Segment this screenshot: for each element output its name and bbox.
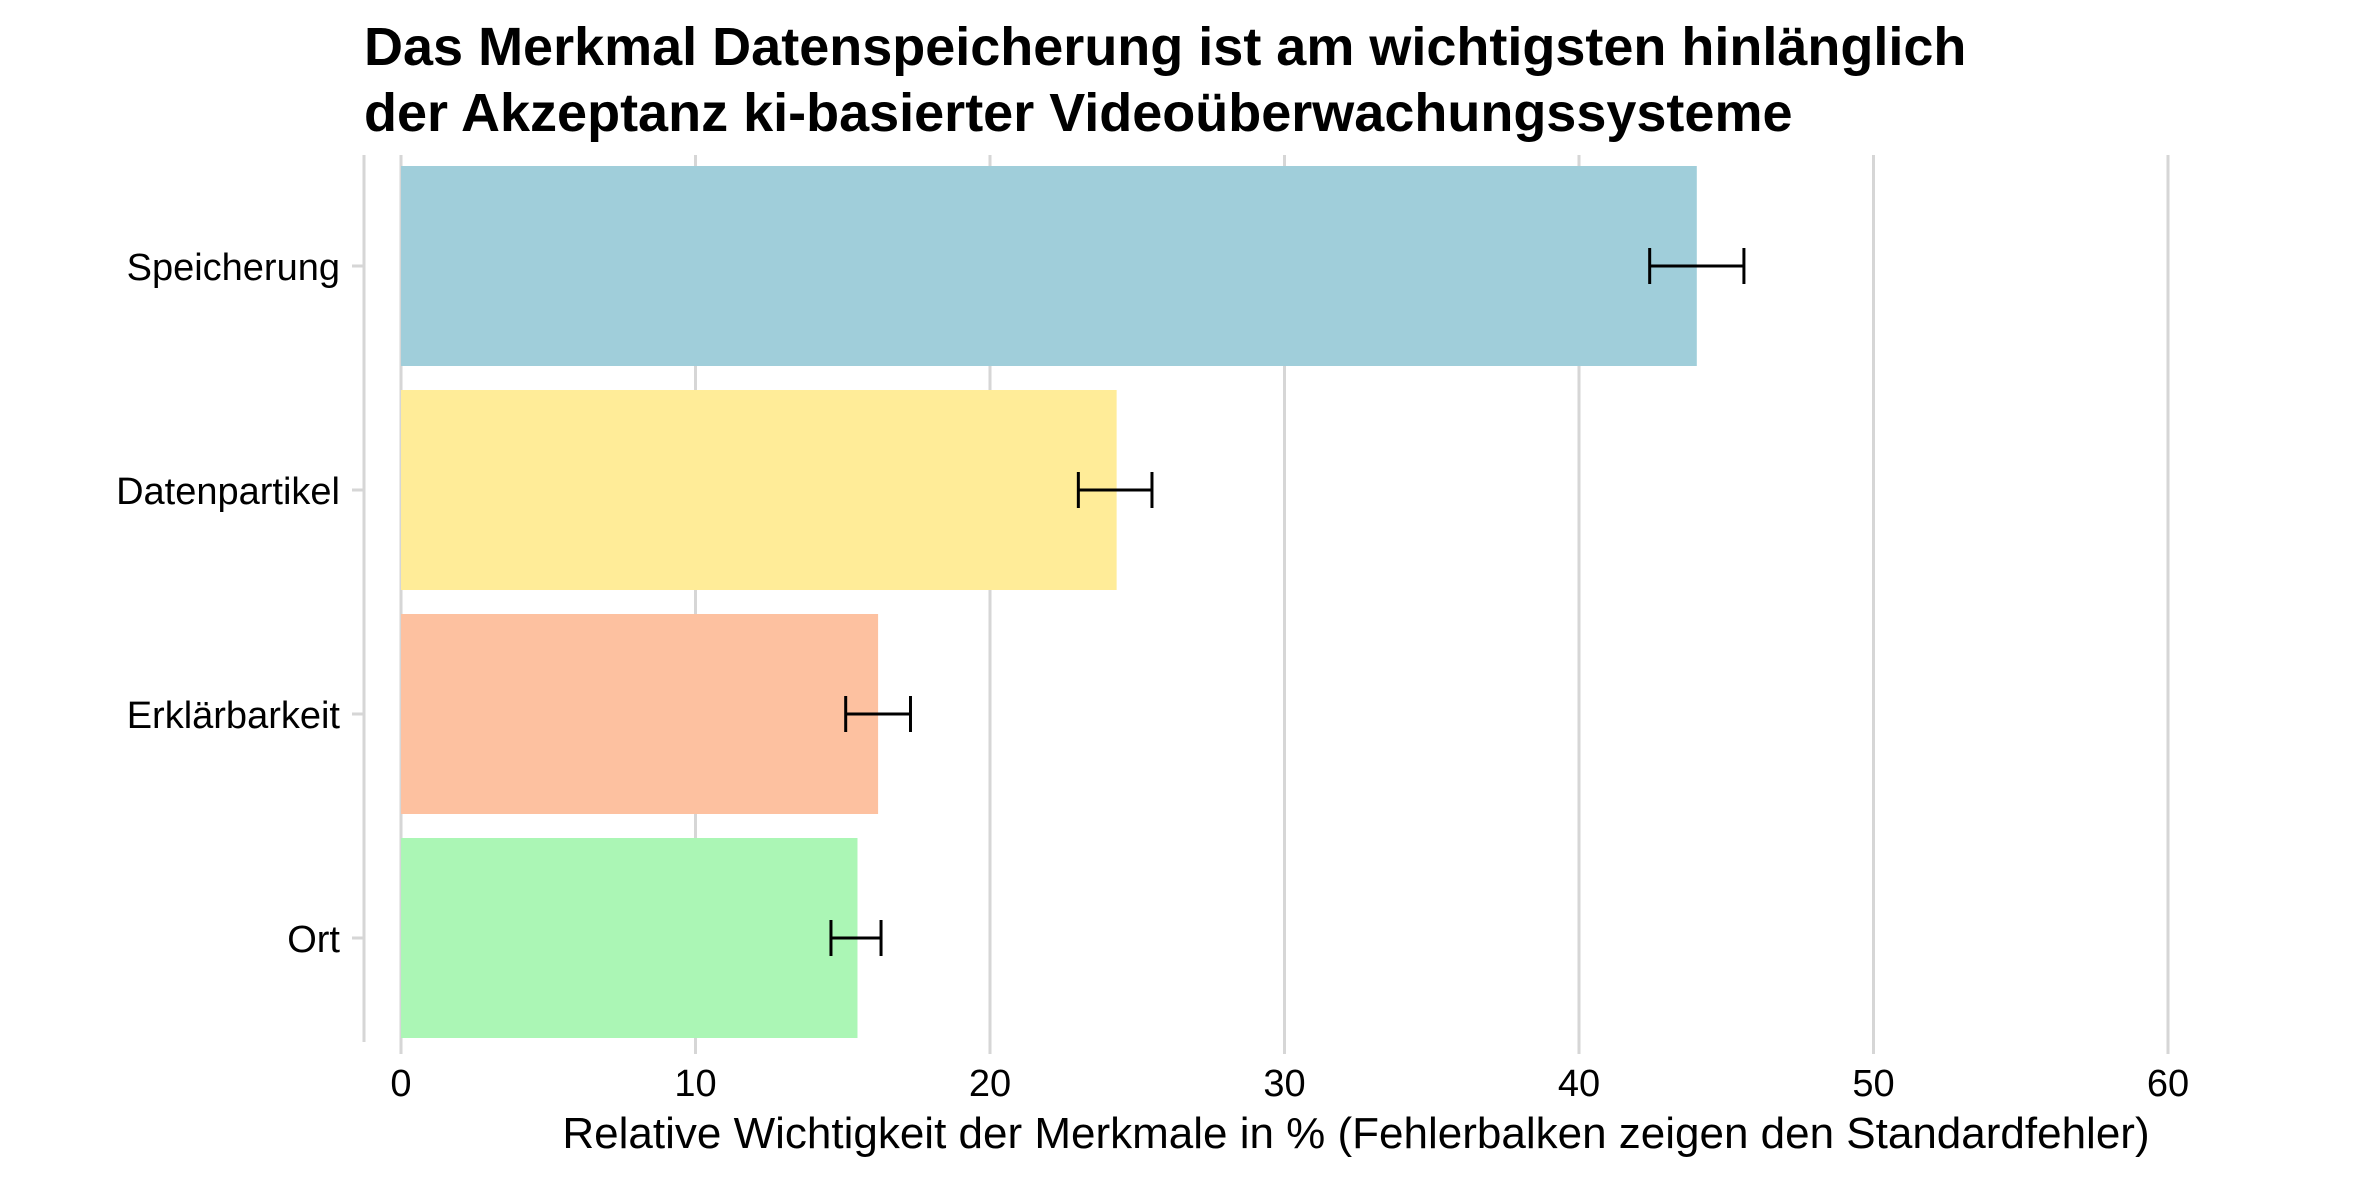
bar-1 (401, 390, 1117, 590)
bar-2 (401, 614, 879, 814)
x-tick-label-0: 0 (390, 1063, 411, 1105)
error-bar-1 (1076, 472, 1154, 508)
bar-3 (401, 838, 858, 1038)
x-tick-label-40: 40 (1558, 1063, 1600, 1105)
error-bars (829, 248, 1746, 956)
category-label-3: Ort (287, 919, 340, 961)
bar-0 (401, 166, 1697, 366)
x-tick-label-30: 30 (1263, 1063, 1305, 1105)
chart-title: Das Merkmal Datenspeicherung ist am wich… (364, 14, 2314, 146)
chart-title-line-2: der Akzeptanz ki-basierter Videoüberwach… (364, 83, 1793, 143)
axes (352, 155, 2170, 1054)
x-tick-label-20: 20 (969, 1063, 1011, 1105)
category-label-1: Datenpartikel (116, 471, 340, 513)
error-bar-3 (829, 920, 883, 956)
error-bar-0 (1648, 248, 1746, 284)
axis-labels: Speicherung Datenpartikel Erklärbarkeit Ort… (116, 247, 2189, 1158)
x-axis-label: Relative Wichtigkeit der Merkmale in % (… (562, 1109, 2149, 1158)
x-tick-label-50: 50 (1852, 1063, 1894, 1105)
chart-title-line-1: Das Merkmal Datenspeicherung ist am wich… (364, 17, 1967, 77)
category-label-0: Speicherung (127, 247, 340, 289)
bars (401, 166, 1697, 1038)
x-tick-label-60: 60 (2147, 1063, 2189, 1105)
error-bar-2 (844, 696, 912, 732)
x-tick-label-10: 10 (674, 1063, 716, 1105)
category-label-2: Erklärbarkeit (127, 695, 341, 737)
